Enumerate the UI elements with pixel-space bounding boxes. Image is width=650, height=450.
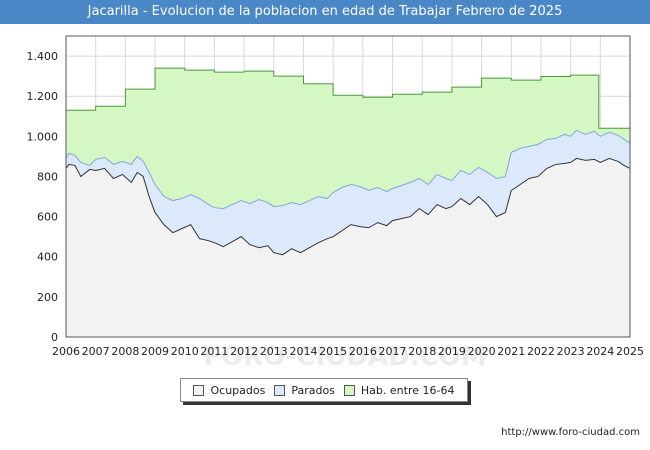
x-tick-label: 2007: [82, 345, 110, 358]
x-tick-label: 2020: [468, 345, 496, 358]
x-tick-label: 2014: [289, 345, 317, 358]
x-tick-label: 2011: [200, 345, 228, 358]
series-area-ocupados: [66, 158, 630, 337]
x-tick-label: 2010: [171, 345, 199, 358]
x-tick-label: 2018: [408, 345, 436, 358]
x-tick-label: 2019: [438, 345, 466, 358]
series-line-parados: [65, 129, 631, 210]
legend-label-parados: Parados: [291, 383, 335, 397]
legend-label-hab: Hab. entre 16-64: [360, 383, 455, 397]
y-tick-label: 1.400: [27, 50, 59, 63]
y-tick-label: 200: [37, 291, 58, 304]
x-tick-label: 2023: [557, 345, 585, 358]
x-tick-label: 2013: [260, 345, 288, 358]
legend-label-ocupados: Ocupados: [210, 383, 266, 397]
y-tick-label: 400: [37, 251, 58, 264]
legend-swatch-ocupados: [193, 384, 205, 396]
y-tick-label: 800: [37, 170, 58, 183]
x-tick-label: 2006: [52, 345, 80, 358]
source-url[interactable]: http://www.foro-ciudad.com: [501, 427, 640, 438]
x-tick-label: 2008: [111, 345, 139, 358]
plot-areas: [65, 67, 631, 338]
watermark: FORO-CIUDAD.COM: [203, 342, 486, 372]
x-tick-label: 2015: [319, 345, 347, 358]
title-bar: [0, 0, 650, 24]
x-tick-label: 2009: [141, 345, 169, 358]
chart-title: Jacarilla - Evolucion de la poblacion en…: [87, 4, 563, 19]
legend-item-parados: Parados: [274, 384, 335, 397]
legend-item-ocupados: Ocupados: [193, 384, 265, 397]
legend-swatch-parados: [274, 384, 286, 396]
series-line-hab: [66, 67, 630, 129]
y-tick-label: 1.000: [27, 130, 59, 143]
legend: Ocupados Parados Hab. entre 16-64: [180, 378, 468, 402]
y-tick-label: 600: [37, 211, 58, 224]
x-tick-label: 2025: [616, 345, 644, 358]
axes: 0 200 400 600 800 1.000 1.200 1.400 2006 2007 2008…: [27, 35, 644, 358]
legend-item-hab: Hab. entre 16-64: [343, 383, 455, 397]
plot-frame: [65, 35, 631, 338]
x-tick-label: 2024: [586, 345, 614, 358]
x-tick-label: 2021: [497, 345, 525, 358]
x-tick-label: 2012: [230, 345, 258, 358]
x-tick-label: 2017: [379, 345, 407, 358]
x-tick-label: 2016: [349, 345, 377, 358]
x-tick-label: 2022: [527, 345, 555, 358]
legend-swatch-hab: [343, 384, 355, 396]
y-tick-label: 1.200: [27, 90, 59, 103]
series-line-ocupados: [65, 157, 631, 256]
y-tick-label: 0: [51, 331, 58, 344]
